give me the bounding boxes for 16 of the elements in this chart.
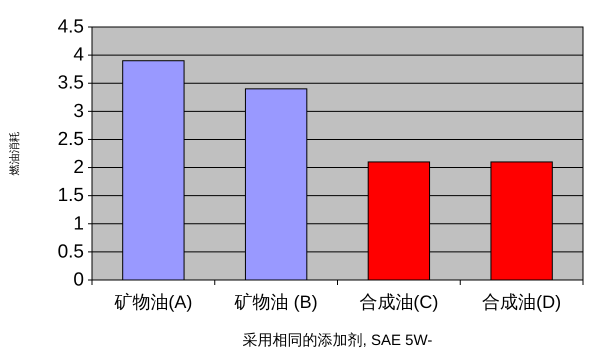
- y-tick-label: 2.5: [58, 128, 84, 150]
- x-tick-label: 矿物油(A): [113, 292, 192, 312]
- y-tick-label: 4: [73, 44, 84, 66]
- y-tick-label: 2: [73, 157, 84, 178]
- x-tick-label: 合成油(D): [482, 292, 562, 312]
- y-tick-label: 4.5: [58, 16, 84, 38]
- y-axis-title: 燃油消耗: [8, 132, 21, 176]
- x-axis-title: 采用相同的添加剂, SAE 5W-: [242, 332, 432, 349]
- y-tick-label: 1: [73, 213, 84, 234]
- y-tick-label: 3.5: [58, 72, 84, 94]
- y-tick-label: 3: [73, 100, 84, 122]
- y-tick-label: 0: [73, 270, 84, 290]
- y-tick-label: 1.5: [58, 185, 84, 206]
- y-tick-label: 0.5: [58, 241, 84, 262]
- x-tick-label: 合成油(C): [359, 292, 438, 312]
- x-tick-label: 矿物油 (B): [234, 292, 318, 312]
